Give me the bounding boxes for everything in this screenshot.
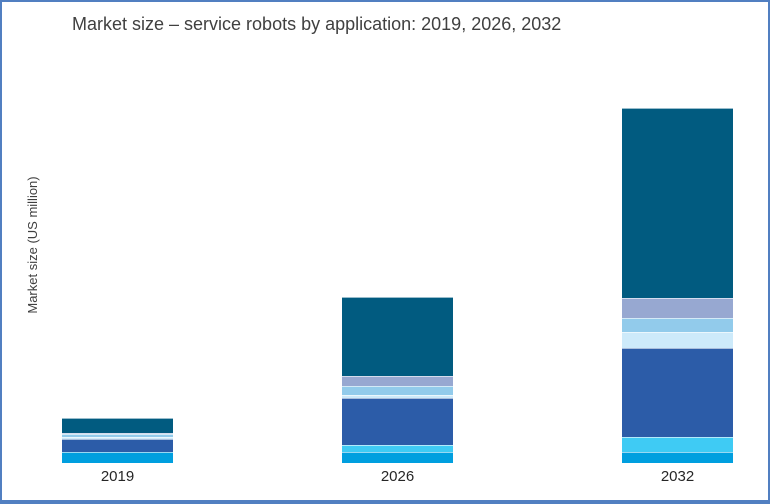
bar-segment-segment-4-pale-blue-2032	[622, 332, 733, 348]
bar-segment-segment-4-pale-blue-2019	[62, 437, 173, 439]
bar-segment-segment-1-cyan-2019	[62, 452, 173, 463]
stacked-bar-2019	[62, 418, 173, 463]
bar-segment-segment-1-cyan-2032	[622, 452, 733, 463]
chart-title: Market size – service robots by applicat…	[72, 14, 562, 34]
bar-segment-segment-6-periwinkle-2032	[622, 298, 733, 318]
x-axis-label-2026: 2026	[380, 468, 415, 485]
bar-segment-segment-7-dark-teal-2026	[342, 297, 453, 376]
bar-segment-segment-3-royal-blue-2026	[342, 398, 453, 445]
bar-segment-segment-7-dark-teal-2019	[62, 418, 173, 433]
bar-segment-segment-3-royal-blue-2019	[62, 439, 173, 452]
bar-segment-segment-1-cyan-2026	[342, 452, 453, 463]
bar-segment-segment-6-periwinkle-2026	[342, 376, 453, 386]
bar-segment-segment-5-sky-blue-2019	[62, 434, 173, 437]
bar-segment-segment-4-pale-blue-2026	[342, 395, 453, 398]
stacked-bar-2026	[342, 297, 453, 463]
bar-segment-segment-5-sky-blue-2032	[622, 318, 733, 332]
bar-segment-segment-7-dark-teal-2032	[622, 108, 733, 298]
x-axis-label-2019: 2019	[100, 468, 135, 485]
bar-segment-segment-6-periwinkle-2019	[62, 433, 173, 434]
stacked-bar-2032	[622, 108, 733, 463]
bar-segment-segment-5-sky-blue-2026	[342, 386, 453, 395]
bar-segment-segment-2-bright-cyan-2032	[622, 437, 733, 452]
x-axis-label-2032: 2032	[660, 468, 695, 485]
bar-segment-segment-3-royal-blue-2032	[622, 348, 733, 437]
bar-segment-segment-2-bright-cyan-2026	[342, 445, 453, 452]
